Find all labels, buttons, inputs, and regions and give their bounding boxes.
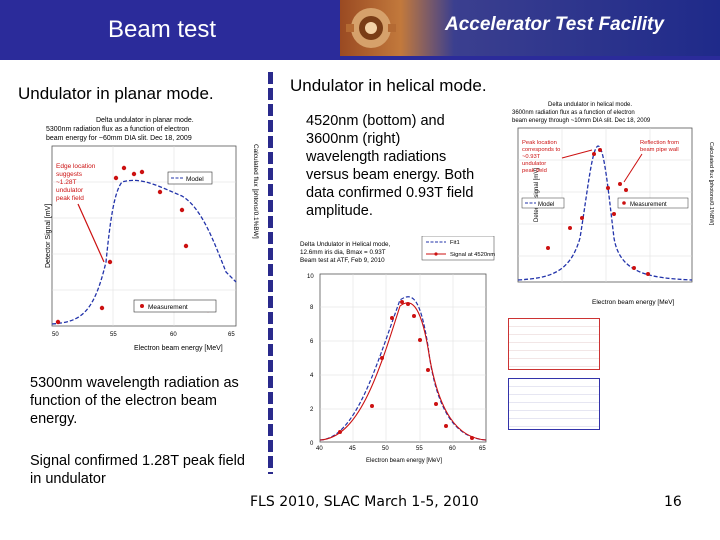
helical-bottom-xlabel: Electron beam energy [MeV] [366,458,442,464]
helical-bottom-ytick-4: 6 [310,339,314,345]
helical-bottom-title-line2: 12.6mm iris dia, Bmax = 0.93T [300,249,386,256]
planar-title-line1: Delta undulator in planar mode. [96,117,194,124]
planar-title-line3: beam energy for ~60mm DIA slit. Dec 18, … [46,135,192,142]
helical-bottom-plot-area [319,273,487,443]
helical-bottom-xtick-6: 65 [479,446,486,452]
helical-bottom-ytick-2: 2 [310,407,314,413]
helical-bottom-legend-fit: Fit1 [450,240,460,246]
helical-top-model-curve [517,145,693,281]
helical-bottom-signal-curve [319,302,487,441]
helical-top-y2label: Calculated flux [photons/0.1%BW] [708,142,714,226]
helical-bottom-xtick-2: 45 [349,446,356,452]
planar-plot: Delta undulator in planar mode. 5300nm r… [45,117,259,352]
svg-text:peak field: peak field [56,195,84,202]
banner-title: Accelerator Test Facility [445,14,664,35]
helical-bottom-xtick-1: 40 [316,446,323,452]
helical-top-annotation-right: Reflection from beam pipe wall [640,140,679,153]
helical-top-title-line2: 3600nm radiation flux as a function of e… [512,110,635,116]
svg-text:suggests: suggests [56,171,83,178]
helical-bottom-signal-points [338,300,474,440]
helical-bottom-plot: Delta Undulator in Helical mode, 12.6mm … [300,235,495,464]
helical-top-plot: Delta undulator in helical mode. 3600nm … [512,102,714,306]
accelerator-photo [346,8,396,48]
helical-top-annotation-left: Peak location corresponds to ~0.93T undu… [522,140,560,174]
helical-top-measurement-points [546,148,650,276]
svg-text:~1.28T: ~1.28T [56,179,76,186]
planar-legend-model: Model [186,176,204,183]
planar-title-line2: 5300nm radiation flux as a function of e… [46,126,189,133]
helical-top-title-line1: Delta undulator in helical mode. [548,102,632,108]
column-divider [268,72,273,474]
helical-bottom-ytick-6: 10 [307,274,314,280]
planar-mode-heading: Undulator in planar mode. [18,84,214,103]
helical-top-legend-model: Model [538,202,554,208]
svg-text:undulator: undulator [522,161,546,167]
planar-xlabel: Electron beam energy [MeV] [134,345,223,352]
helical-bottom-xtick-4: 55 [416,446,423,452]
svg-text:Peak location: Peak location [522,140,557,146]
helical-bottom-ytick-1: 0 [310,441,314,447]
slide-title: Beam test [108,16,217,43]
helical-bottom-fit-curve [319,296,487,441]
fit-table-top [508,318,600,370]
helical-bottom-legend-signal: Signal at 4520nm [450,252,495,258]
helical-bottom-ytick-5: 8 [310,305,314,311]
planar-caption: 5300nm wavelength radiation as function … [30,375,239,427]
helical-bottom-ytick-3: 4 [310,373,314,379]
planar-xtick-3: 60 [170,332,177,338]
page-number: 16 [664,494,682,510]
planar-y2label: Calculated flux [phtons/0.1%BW] [252,144,259,239]
svg-text:corresponds to: corresponds to [522,147,560,153]
planar-annotation: Edge location suggests ~1.28T undulator … [56,163,96,202]
helical-top-title-line3: beam energy through ~10mm DIA slit. Dec … [512,118,651,124]
helical-note: 4520nm (bottom) and 3600nm (right) wavel… [306,113,475,219]
planar-mode-figure: Delta undulator in planar mode. 5300nm r… [22,112,268,356]
helical-4520nm-figure: Delta Undulator in Helical mode, 12.6mm … [296,235,500,468]
helical-top-legend-measurement: Measurement [630,202,667,208]
svg-text:~0.93T: ~0.93T [522,154,541,160]
planar-field-caption: Signal confirmed 1.28T peak field in und… [30,453,245,487]
svg-text:Edge location: Edge location [56,163,96,170]
svg-text:beam pipe wall: beam pipe wall [640,147,679,153]
planar-xtick-4: 65 [228,332,235,338]
helical-bottom-title-line1: Delta Undulator in Helical mode, [300,241,391,248]
planar-xtick-2: 55 [110,332,117,338]
svg-text:peak field: peak field [522,168,547,174]
planar-xtick-1: 50 [52,332,59,338]
svg-text:Reflection from: Reflection from [640,140,679,146]
planar-ylabel: Detector Signal [mV] [45,204,52,268]
atf-banner: Accelerator Test Facility [340,0,720,56]
planar-model-curve [51,179,237,325]
helical-bottom-xtick-5: 60 [449,446,456,452]
fit-table-bottom [508,378,600,430]
svg-text:undulator: undulator [56,187,84,194]
helical-top-ylabel: Detector signal [mV] [534,168,540,222]
helical-3600nm-figure: Delta undulator in helical mode. 3600nm … [500,98,718,310]
helical-mode-heading: Undulator in helical mode. [290,76,487,95]
planar-legend-measurement: Measurement [148,304,188,311]
helical-bottom-xtick-3: 50 [382,446,389,452]
helical-top-xlabel: Electron beam energy [MeV] [592,299,675,306]
helical-bottom-title-line3: Beam test at ATF, Feb 9, 2010 [300,257,385,264]
footer-text: FLS 2010, SLAC March 1-5, 2010 [250,494,479,510]
